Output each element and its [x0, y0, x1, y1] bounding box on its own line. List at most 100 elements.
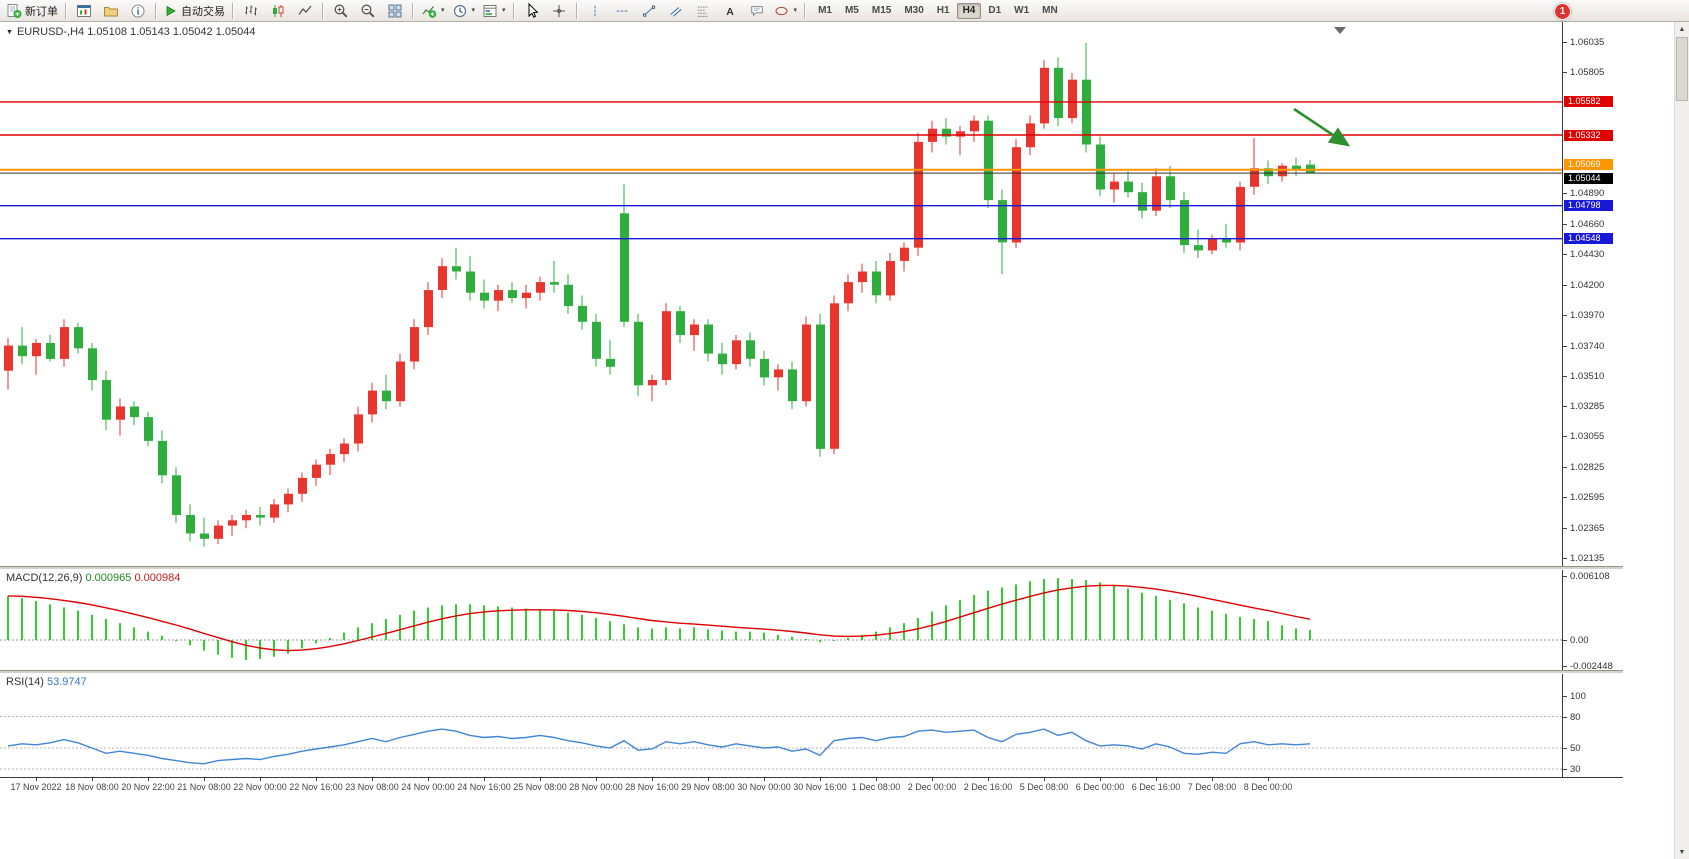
timeframe-button-M30[interactable]: M30 — [904, 4, 924, 16]
rsi-title-text: RSI(14) — [6, 676, 44, 688]
notification-badge[interactable]: 1 — [1554, 3, 1571, 20]
candle-body — [1236, 186, 1245, 243]
candle-body — [368, 390, 377, 415]
chart-shift-marker-icon[interactable] — [1334, 27, 1346, 34]
macd-histogram-bar — [847, 637, 849, 640]
chart-window-icon — [77, 4, 91, 17]
candle-body — [648, 380, 657, 386]
arrow-annotation[interactable] — [1293, 107, 1351, 147]
macd-histogram-bar — [1211, 610, 1213, 640]
new-order-button[interactable]: 新订单 — [3, 0, 61, 21]
candle-body — [46, 343, 55, 359]
time-tick-mark — [92, 778, 93, 781]
time-axis-label: 28 Nov 16:00 — [625, 782, 679, 792]
zoom-in-button[interactable] — [328, 0, 354, 21]
time-axis-label: 29 Nov 08:00 — [681, 782, 735, 792]
candle-body — [830, 303, 839, 449]
macd-histogram-bar — [315, 640, 317, 644]
macd-histogram-bar — [567, 612, 569, 640]
candlestick-chart-type-button[interactable] — [265, 0, 291, 21]
panel-splitter[interactable] — [0, 566, 1623, 570]
candle-body — [956, 131, 965, 137]
macd-histogram-bar — [273, 640, 275, 657]
templates-button[interactable]: ▾ — [479, 0, 509, 21]
collapse-triangle-icon[interactable]: ▼ — [6, 29, 13, 36]
chart-window-button[interactable] — [71, 0, 97, 21]
cursor-tool-button[interactable] — [519, 0, 545, 21]
text-tool-button[interactable]: A — [717, 0, 743, 21]
candle-body — [228, 520, 237, 526]
candle-body — [144, 417, 153, 441]
time-tick-mark — [596, 778, 597, 781]
macd-histogram-bar — [1015, 584, 1017, 640]
crosshair-icon — [552, 4, 565, 17]
timeframe-button-M1[interactable]: M1 — [818, 4, 832, 16]
candle-body — [872, 271, 881, 296]
time-axis[interactable]: 17 Nov 2022 18 Nov 08:00 20 Nov 22:00 21 No… — [0, 778, 1562, 795]
fibonacci-tool-button[interactable] — [690, 0, 716, 21]
candle-body — [1278, 165, 1287, 177]
timeframe-button-M5[interactable]: M5 — [844, 4, 859, 16]
periods-button[interactable]: ▾ — [449, 0, 479, 21]
rsi-indicator-panel[interactable] — [0, 674, 1562, 777]
macd-histogram-bar — [245, 640, 247, 660]
svg-text:i: i — [137, 6, 140, 17]
toolbar-separator — [322, 2, 324, 19]
vertical-scrollbar[interactable]: ▲ ▼ — [1674, 22, 1689, 859]
time-tick-mark — [484, 778, 485, 781]
time-axis-label: 2 Dec 00:00 — [907, 782, 957, 792]
time-tick-mark — [148, 778, 149, 781]
price-tick-label: 80 — [1570, 711, 1581, 723]
macd-histogram-bar — [833, 640, 835, 641]
shapes-tool-button[interactable]: ▾ — [771, 0, 801, 21]
panel-splitter[interactable] — [0, 670, 1623, 674]
channel-tool-button[interactable] — [663, 0, 689, 21]
shapes-icon — [775, 6, 788, 15]
macd-indicator-panel[interactable] — [0, 570, 1562, 670]
candle-body — [858, 271, 867, 283]
profiles-button[interactable] — [98, 0, 124, 21]
macd-histogram-bar — [1155, 595, 1157, 640]
timeframe-button-M15[interactable]: M15 — [871, 4, 892, 16]
timeframe-button-D1[interactable]: D1 — [988, 4, 1002, 16]
macd-histogram-bar — [1169, 600, 1171, 640]
horizontal-line-tool-button[interactable] — [609, 0, 635, 21]
crosshair-tool-button[interactable] — [546, 0, 572, 21]
trendline-tool-button[interactable] — [636, 0, 662, 21]
price-tick-label: 1.04430 — [1570, 249, 1605, 261]
macd-histogram-bar — [371, 623, 373, 640]
macd-histogram-bar — [1309, 629, 1311, 640]
toolbar-separator — [575, 2, 578, 19]
scrollbar-down-icon[interactable]: ▼ — [1678, 848, 1686, 856]
label-tool-button[interactable] — [744, 0, 770, 21]
line-chart-type-button[interactable] — [292, 0, 318, 21]
new-order-icon — [7, 3, 22, 18]
info-button[interactable]: i — [125, 0, 151, 21]
macd-histogram-bar — [91, 614, 93, 640]
tile-windows-button[interactable] — [382, 0, 408, 21]
toolbar-separator — [65, 2, 67, 19]
time-axis-label: 8 Dec 00:00 — [1243, 782, 1293, 792]
price-scale[interactable]: 1.06035 1.05805 1.04890 1.04660 1.04430 1.042… — [1562, 22, 1623, 777]
macd-histogram-bar — [329, 637, 331, 640]
autotrading-button[interactable]: 自动交易 — [161, 0, 228, 21]
timeframe-button-H4[interactable]: H4 — [956, 2, 982, 19]
macd-histogram-bar — [525, 608, 527, 640]
timeframe-button-MN[interactable]: MN — [1042, 4, 1058, 16]
scrollbar-up-icon[interactable]: ▲ — [1678, 25, 1686, 33]
price-tick-label: 1.03285 — [1570, 400, 1605, 412]
scrollbar-thumb[interactable] — [1676, 37, 1688, 101]
timeframe-button-W1[interactable]: W1 — [1014, 4, 1030, 16]
candle-body — [130, 406, 139, 418]
toolbar-separator — [412, 2, 414, 19]
vertical-line-tool-button[interactable] — [582, 0, 608, 21]
new-order-label: 新订单 — [25, 5, 58, 18]
indicators-button[interactable]: ▾ — [418, 0, 448, 21]
zoom-out-button[interactable] — [355, 0, 381, 21]
macd-histogram-bar — [665, 627, 667, 640]
line-price-label: 1.05582 — [1564, 96, 1613, 108]
timeframe-button-H1[interactable]: H1 — [936, 4, 950, 16]
main-price-chart[interactable] — [0, 22, 1562, 566]
bar-chart-type-button[interactable] — [238, 0, 264, 21]
macd-histogram-bar — [1001, 587, 1003, 640]
